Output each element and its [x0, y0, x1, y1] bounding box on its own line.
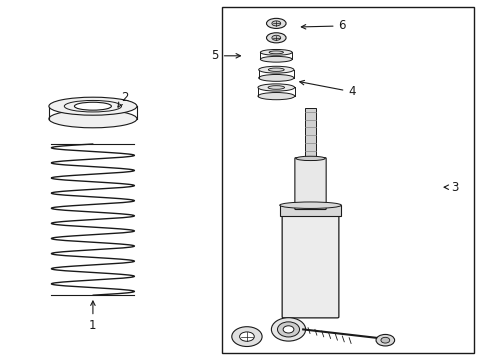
- Text: 5: 5: [211, 49, 240, 62]
- FancyBboxPatch shape: [294, 158, 325, 210]
- Ellipse shape: [258, 84, 294, 91]
- Ellipse shape: [258, 93, 294, 100]
- Bar: [222, 7, 473, 353]
- Ellipse shape: [258, 75, 293, 81]
- Ellipse shape: [279, 202, 341, 208]
- Ellipse shape: [74, 102, 111, 110]
- Ellipse shape: [231, 327, 262, 346]
- Text: 2: 2: [118, 91, 128, 107]
- Ellipse shape: [260, 57, 291, 62]
- Ellipse shape: [267, 86, 284, 89]
- Ellipse shape: [49, 97, 137, 115]
- Ellipse shape: [268, 68, 284, 71]
- Text: 6: 6: [301, 19, 346, 32]
- Text: 3: 3: [443, 181, 458, 194]
- Ellipse shape: [277, 322, 299, 337]
- Bar: [279, 205, 341, 216]
- Ellipse shape: [239, 332, 254, 341]
- Ellipse shape: [271, 318, 305, 341]
- Ellipse shape: [268, 51, 283, 54]
- Text: 1: 1: [89, 301, 97, 332]
- Ellipse shape: [283, 326, 293, 333]
- Ellipse shape: [49, 110, 137, 128]
- Ellipse shape: [295, 156, 325, 161]
- Ellipse shape: [271, 21, 280, 26]
- Text: 4: 4: [299, 80, 355, 98]
- FancyBboxPatch shape: [282, 208, 338, 318]
- Ellipse shape: [260, 49, 291, 55]
- Ellipse shape: [258, 66, 293, 73]
- Ellipse shape: [271, 35, 280, 40]
- Ellipse shape: [266, 33, 285, 43]
- Ellipse shape: [380, 337, 389, 343]
- Ellipse shape: [266, 18, 285, 28]
- Bar: [304, 108, 316, 158]
- Ellipse shape: [375, 334, 394, 346]
